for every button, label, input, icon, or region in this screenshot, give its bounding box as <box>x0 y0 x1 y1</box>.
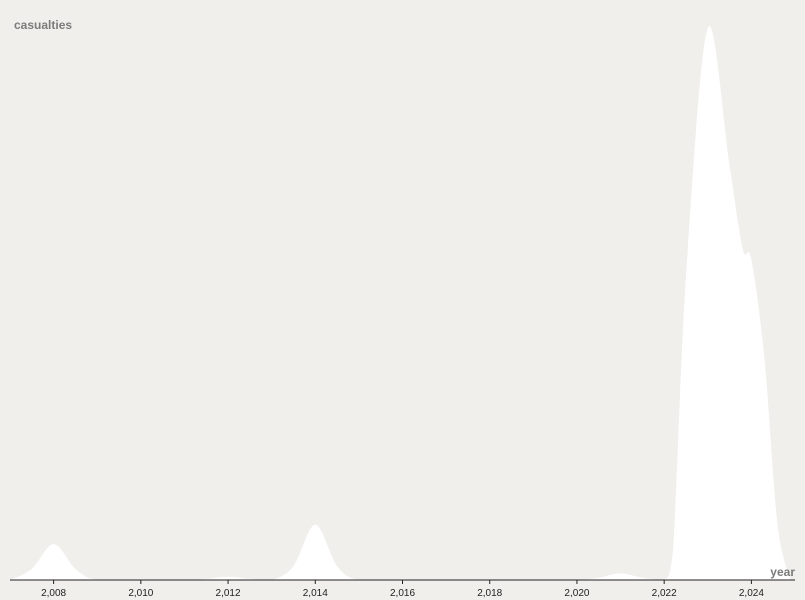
x-tick-label: 2,016 <box>390 588 415 599</box>
x-tick-label: 2,014 <box>303 588 328 599</box>
casualties-area <box>10 26 791 581</box>
x-axis-title: year <box>770 565 795 579</box>
x-tick-label: 2,010 <box>128 588 153 599</box>
y-axis-title: casualties <box>14 18 72 32</box>
x-tick-label: 2,012 <box>216 588 241 599</box>
x-tick-label: 2,020 <box>564 588 589 599</box>
x-axis-ticks: 2,008 2,010 2,012 2,014 2,016 2,018 2,020 2,022… <box>41 580 764 599</box>
x-tick-label: 2,024 <box>739 588 764 599</box>
x-tick-label: 2,008 <box>41 588 66 599</box>
x-tick-label: 2,022 <box>652 588 677 599</box>
x-tick-label: 2,018 <box>477 588 502 599</box>
